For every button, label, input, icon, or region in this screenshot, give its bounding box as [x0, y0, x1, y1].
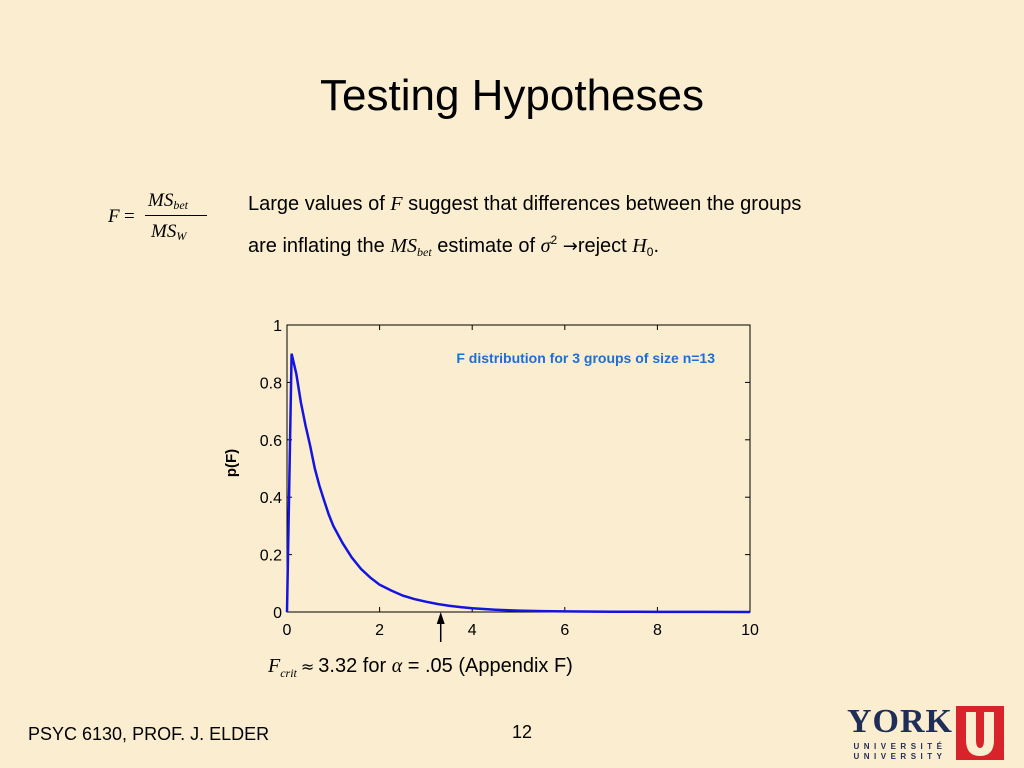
- y-tick-label: 0.8: [260, 375, 282, 392]
- f-ratio-formula: F = MSbet MSW: [108, 190, 208, 250]
- formula-lhs: F: [108, 206, 120, 227]
- york-u-mark-icon: [956, 706, 1004, 760]
- logo-universite: UNIVERSITÉ: [853, 742, 947, 751]
- y-tick-labels: 0 0.2 0.4 0.6 0.8 1: [260, 318, 282, 622]
- x-tick-label: 10: [741, 622, 759, 639]
- critical-value-caption: Fcrit ≈3.32 for α = .05 (Appendix F): [268, 655, 573, 680]
- y-axis-label: p(F): [223, 449, 240, 477]
- x-tick-label: 2: [375, 622, 384, 639]
- logo-wordmark: YORK: [847, 703, 953, 740]
- y-tick-label: 0.6: [260, 433, 282, 450]
- page-number: 12: [512, 722, 533, 742]
- x-tick-label: 4: [468, 622, 477, 639]
- formula-equals: =: [124, 206, 135, 227]
- critical-value-arrow: [436, 612, 445, 642]
- formula-denominator: MSW: [151, 221, 187, 243]
- x-tick-label: 6: [560, 622, 569, 639]
- f-distribution-line: [285, 353, 751, 614]
- y-tick-label: 0.2: [260, 548, 282, 565]
- x-tick-label: 0: [283, 622, 292, 639]
- x-tick-label: 8: [653, 622, 662, 639]
- york-university-logo: YORK UNIVERSITÉ UNIVERSITY: [846, 703, 1006, 761]
- x-tick-labels: 0 2 4 6 8 10: [283, 622, 759, 639]
- y-tick-label: 0: [273, 605, 282, 622]
- course-footer: PSYC 6130, PROF. J. ELDER: [28, 724, 270, 744]
- logo-university: UNIVERSITY: [853, 752, 947, 761]
- slide-title: Testing Hypotheses: [320, 71, 704, 120]
- statement-text: Large values of F suggest that differenc…: [248, 193, 802, 259]
- fraction-bar: [145, 215, 207, 216]
- y-tick-label: 0.4: [260, 490, 282, 507]
- y-tick-label: 1: [273, 318, 282, 335]
- formula-numerator: MSbet: [148, 190, 188, 212]
- plot-frame: [286, 324, 751, 613]
- chart-title: F distribution for 3 groups of size n=13: [456, 350, 715, 366]
